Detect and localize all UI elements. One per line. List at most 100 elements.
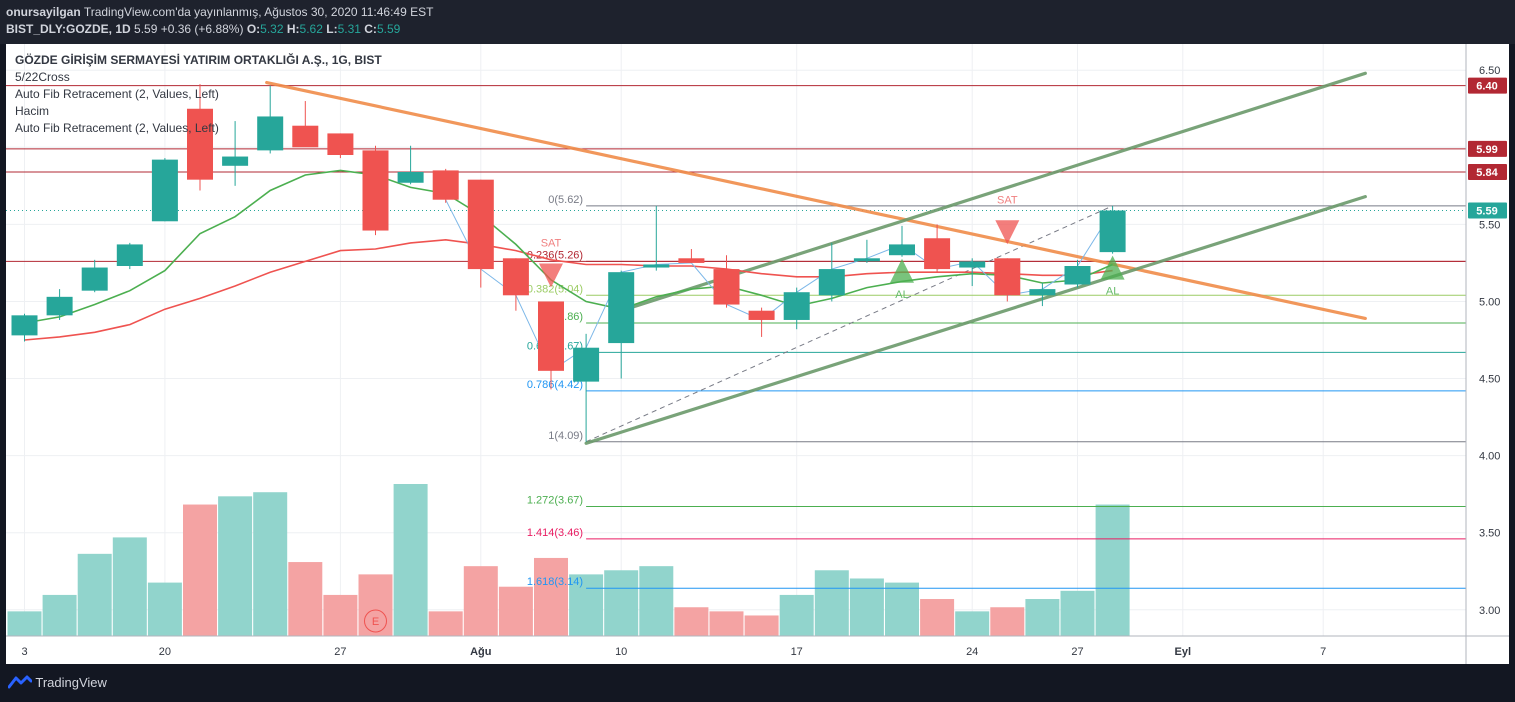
candle-body [678, 258, 705, 263]
candle-body [151, 159, 178, 222]
time-axis-tick: 3 [21, 646, 27, 658]
tradingview-brand: TradingView [35, 675, 107, 690]
candle-body [1029, 289, 1056, 296]
volume-bar [1095, 504, 1130, 636]
volume-bar [779, 594, 814, 636]
legend-item: Hacim [15, 104, 49, 118]
time-axis-tick: 20 [159, 646, 171, 658]
fib-trend-line [585, 205, 1113, 443]
candle [502, 258, 529, 311]
price-chart[interactable]: 0(5.62)0.236(5.26)0.382(5.04)0.5(4.86)0.… [6, 44, 1509, 664]
candle-body [889, 244, 915, 256]
trend-line [584, 195, 1367, 445]
price-axis-tick: 5.00 [1479, 296, 1500, 308]
price-tag [1468, 163, 1507, 180]
candle-body [46, 296, 73, 316]
time-axis-tick: 17 [791, 646, 803, 658]
candle [924, 224, 951, 273]
price-axis-tick: 4.50 [1479, 374, 1500, 386]
volume-bar [218, 496, 253, 636]
price-tag-label: 5.59 [1476, 206, 1497, 218]
candle [1099, 205, 1126, 254]
volume-bar [1025, 599, 1060, 636]
price-tag [1468, 140, 1507, 157]
price-tag [1468, 202, 1507, 219]
legend-item: 5/22Cross [15, 70, 70, 84]
candle-body [608, 272, 635, 344]
volume-bar [990, 607, 1025, 636]
candle [994, 258, 1021, 302]
candle [608, 270, 635, 379]
trend-line [265, 80, 1367, 321]
candle-body [1064, 266, 1091, 285]
volume-bar [253, 492, 288, 636]
candle-body [713, 269, 740, 305]
candle-body [81, 267, 108, 291]
low-label: L: [326, 22, 338, 36]
candle-body [783, 292, 810, 320]
price-tag [1468, 77, 1507, 94]
candle [713, 255, 740, 308]
sell-signal-icon [995, 220, 1020, 245]
ohlc-info: BIST_DLY:GOZDE, 1D 5.59 +0.36 (+6.88%) O… [6, 22, 400, 36]
candle-body [643, 264, 670, 268]
candle-body [116, 244, 143, 266]
price-axis-tick: 5.50 [1479, 219, 1500, 231]
author-name[interactable]: onursayilgan [6, 5, 81, 19]
candle [397, 145, 424, 185]
candle [678, 249, 705, 263]
volume-bar [744, 615, 779, 636]
candle-body [538, 301, 564, 371]
candle-body [327, 133, 354, 155]
symbol-label: BIST_DLY:GOZDE, 1D [6, 22, 131, 36]
candle-body [292, 125, 319, 148]
volume-bar [709, 611, 744, 636]
candle [151, 158, 178, 222]
fib-level-label: 1.414(3.46) [527, 527, 583, 539]
candle [187, 84, 213, 191]
candle [222, 121, 249, 186]
buy-signal-label: AL [895, 289, 908, 301]
candle-body [748, 310, 775, 320]
volume-bar [323, 594, 358, 636]
candle-body [362, 150, 389, 231]
candle [1064, 259, 1091, 288]
candle [643, 205, 670, 271]
candle [783, 287, 810, 330]
high-label: H: [286, 22, 300, 36]
time-axis-tick: Ağu [470, 646, 491, 658]
candle [1029, 282, 1056, 307]
candle [853, 239, 880, 263]
legend-item: Auto Fib Retracement (2, Values, Left) [15, 87, 219, 101]
legend-item: Auto Fib Retracement (2, Values, Left) [15, 121, 219, 135]
candle-body [853, 258, 880, 262]
price-axis-tick: 4.00 [1479, 451, 1500, 463]
high-value: 5.62 [299, 22, 323, 36]
volume-bar [569, 574, 604, 636]
ma-slow-line [24, 238, 1113, 341]
time-axis-tick: Eyl [1175, 646, 1192, 658]
earnings-event-icon [364, 609, 387, 633]
candle [116, 242, 143, 270]
fib-level-label: 1(4.09) [548, 430, 583, 442]
fib-level-label: 0.236(5.26) [527, 249, 583, 261]
tradingview-logo[interactable]: TradingView [7, 675, 107, 690]
volume-bar [674, 607, 709, 636]
volume-bar [288, 562, 323, 636]
close-value: 5.59 [376, 22, 401, 36]
candle-body [467, 179, 494, 270]
fib-level-label: 1.618(3.14) [527, 576, 583, 588]
candle [467, 179, 494, 288]
time-axis-tick: 10 [615, 646, 627, 658]
volume-bar [498, 586, 533, 636]
time-axis-tick: 24 [966, 646, 978, 658]
candle [959, 258, 986, 287]
volume-bar [920, 599, 955, 636]
candle-body [818, 269, 845, 296]
candle [889, 225, 915, 257]
ma-fast-line [24, 169, 1113, 324]
price-tag-label: 5.99 [1476, 144, 1497, 156]
volume-bar [183, 504, 217, 636]
candle-body [187, 108, 213, 180]
buy-signal-icon [1100, 255, 1125, 280]
